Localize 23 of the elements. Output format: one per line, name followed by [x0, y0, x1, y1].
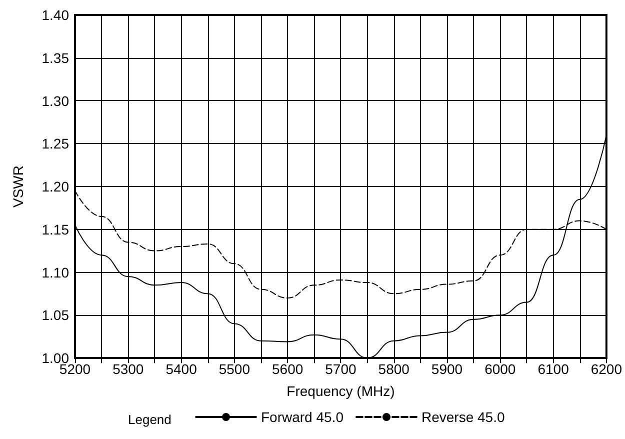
legend-title: Legend [128, 412, 172, 427]
x-tick-label: 5500 [218, 361, 250, 377]
y-axis-title: VSWR [10, 166, 26, 208]
legend-label: Reverse 45.0 [421, 409, 505, 425]
x-tick-label: 5900 [431, 361, 463, 377]
x-tick-label: 6200 [590, 361, 622, 377]
y-tick-label: 1.30 [42, 92, 70, 109]
y-tick-label: 1.05 [42, 307, 70, 324]
x-tick-label: 5600 [272, 361, 304, 377]
x-axis-title: Frequency (MHz) [286, 383, 395, 399]
x-tick-label: 5400 [166, 361, 198, 377]
y-tick-label: 1.15 [42, 221, 70, 238]
y-tick-label: 1.10 [42, 264, 70, 280]
y-tick-label: 1.25 [42, 136, 70, 152]
y-tick-label: 1.20 [42, 178, 70, 194]
y-tick-label: 1.35 [42, 50, 70, 66]
x-tick-label: 5700 [325, 361, 356, 377]
legend-label: Forward 45.0 [261, 409, 344, 425]
x-tick-label: 6100 [538, 361, 570, 377]
x-tick-label: 6000 [484, 361, 516, 377]
y-tick-label: 1.40 [42, 7, 70, 23]
x-tick-label: 5800 [378, 361, 410, 377]
x-tick-label: 5300 [112, 361, 144, 377]
